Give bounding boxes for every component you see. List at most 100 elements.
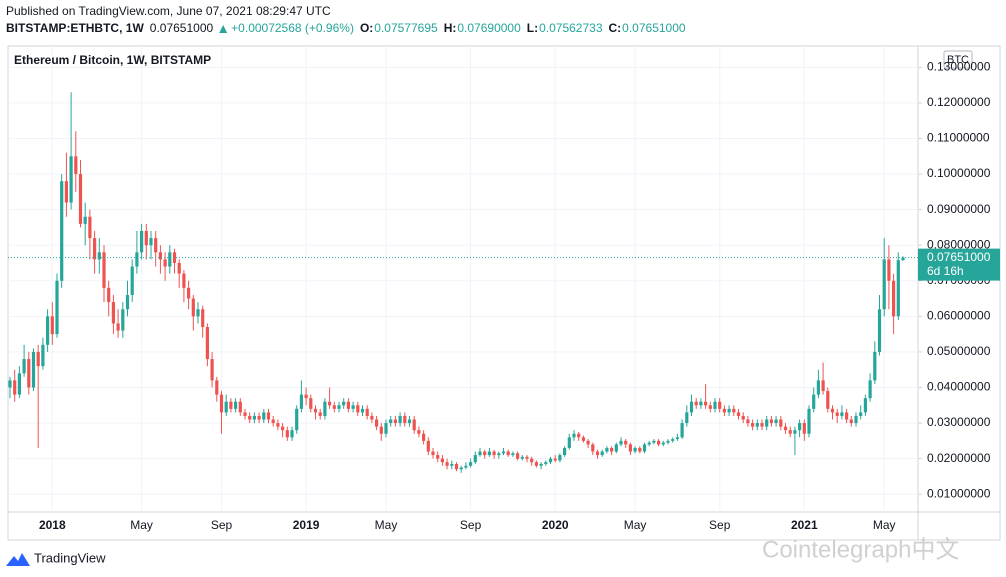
candle-body	[722, 408, 726, 413]
candle-body	[140, 230, 144, 253]
ohlc-value: 0.07651000	[622, 21, 686, 35]
candle-body	[64, 181, 68, 203]
candle-body	[802, 423, 806, 434]
published-note: Published on TradingView.com, June 07, 2…	[6, 4, 331, 18]
candle-body	[638, 447, 642, 452]
candle-body	[614, 444, 618, 452]
y-tick-label: 0.05000000	[927, 344, 991, 358]
candle-body	[591, 444, 595, 452]
candle-body	[689, 401, 694, 413]
candle-body	[445, 462, 449, 466]
candle-body	[548, 458, 553, 463]
candle-body	[271, 419, 275, 424]
x-tick-label: 2018	[39, 518, 66, 532]
candle-body	[586, 440, 590, 445]
chart-title: Ethereum / Bitcoin, 1W, BITSTAMP	[14, 53, 211, 67]
ohlc-label: O:	[360, 21, 373, 35]
candle-body	[577, 433, 581, 438]
candle-body	[605, 447, 609, 452]
candle-body	[666, 440, 670, 443]
candle-body	[450, 463, 454, 466]
candle-body	[830, 408, 835, 413]
candle-body	[107, 287, 111, 303]
change: +0.00072568 (+0.96%)	[231, 21, 354, 35]
candle-body	[845, 412, 849, 420]
candle-body	[201, 309, 205, 328]
candle-body	[276, 423, 280, 427]
candle-body	[360, 408, 365, 413]
candle-body	[215, 380, 219, 395]
y-tick-label: 0.08000000	[927, 237, 991, 251]
candle-body	[746, 419, 750, 424]
candle-body	[252, 415, 256, 420]
candle-body	[685, 412, 689, 424]
candle-body	[628, 444, 632, 452]
last-price: 0.07651000	[150, 21, 214, 35]
candle-body	[436, 455, 440, 459]
candle-body	[248, 415, 252, 420]
candle-body	[426, 440, 430, 452]
candle-body	[807, 408, 811, 434]
candle-body	[497, 453, 501, 456]
y-tick-label: 0.13000000	[927, 60, 991, 74]
candle-body	[135, 252, 139, 267]
x-tick-label: 2021	[791, 518, 818, 532]
candle-body	[727, 408, 731, 413]
candle-body	[332, 405, 336, 409]
candle-body	[177, 262, 181, 274]
candle-body	[407, 419, 412, 424]
candle-body	[417, 430, 421, 434]
candle-body	[854, 415, 858, 424]
candle-body	[788, 430, 792, 434]
candle-body	[163, 259, 167, 267]
candle-body	[473, 455, 477, 463]
candle-body	[487, 451, 491, 456]
candle-body	[647, 442, 651, 445]
candle-body	[431, 451, 435, 456]
up-arrow	[219, 25, 228, 33]
candle-body	[393, 419, 397, 424]
ohlc-label: H:	[444, 21, 457, 35]
ohlc-label: C:	[609, 21, 622, 35]
candle-body	[60, 181, 64, 281]
candle-body	[210, 359, 214, 381]
candle-body	[572, 433, 576, 438]
candle-body	[229, 401, 233, 409]
candle-body	[13, 380, 17, 395]
candle-body	[50, 316, 54, 335]
currency: BTC	[947, 54, 969, 66]
candle-body	[309, 398, 313, 409]
watermark: Cointelegraph中文	[762, 536, 959, 563]
candle-body	[840, 412, 844, 416]
candle-body	[732, 408, 736, 413]
candle-body	[652, 440, 656, 443]
x-tick-label: 2020	[542, 518, 569, 532]
candle-body	[304, 394, 308, 399]
candle-body	[337, 405, 341, 409]
chart-frame	[7, 45, 1001, 541]
candle-body	[384, 423, 388, 434]
candle-body	[581, 437, 585, 441]
candle-body	[295, 408, 299, 431]
grid	[8, 46, 918, 512]
candle-body	[769, 419, 773, 424]
candle-body	[873, 351, 877, 381]
candle-body	[323, 401, 327, 416]
x-tick-label: Sep	[211, 518, 233, 532]
candle-body	[116, 323, 120, 331]
candle-body	[501, 451, 506, 454]
candle-body	[901, 257, 905, 261]
candle-body	[205, 327, 209, 360]
candle-body	[642, 444, 647, 452]
candle-body	[863, 398, 867, 413]
currency-box	[943, 50, 973, 69]
axes: 0.01000000 0.02000000 0.03000000 0.04000000…	[39, 60, 1000, 532]
candle-body	[751, 423, 755, 427]
candle-body	[469, 462, 473, 466]
y-tick-label: 0.11000000	[927, 131, 990, 145]
x-tick-label: May	[873, 518, 896, 532]
candle-body	[783, 426, 788, 431]
candle-body	[713, 401, 717, 409]
candle-body	[27, 359, 31, 388]
